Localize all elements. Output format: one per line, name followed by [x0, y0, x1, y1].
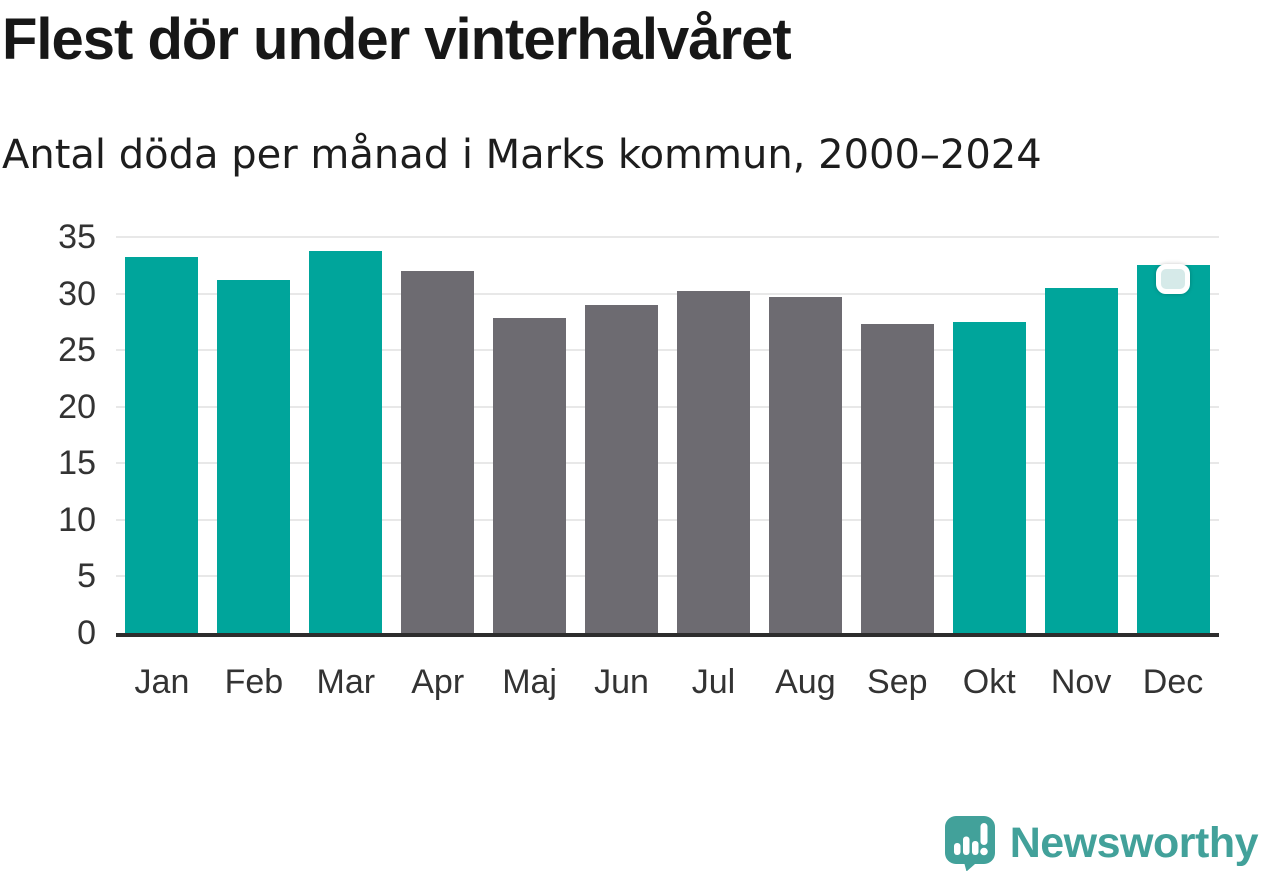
- chart-title: Flest dör under vinterhalvåret: [2, 7, 792, 72]
- plot-area: [116, 237, 1219, 637]
- bar-apr[interactable]: [401, 270, 475, 633]
- bar-okt[interactable]: [952, 321, 1026, 633]
- bar-maj[interactable]: [493, 318, 567, 633]
- newsworthy-logo-text: Newsworthy: [1009, 818, 1259, 867]
- gridline-5: [116, 575, 1219, 578]
- x-tick-label-jun: Jun: [594, 663, 649, 701]
- bar-jan[interactable]: [125, 257, 199, 633]
- bar-jul[interactable]: [676, 291, 750, 633]
- bar-selection-handle[interactable]: [1156, 264, 1191, 295]
- x-tick-label-sep: Sep: [867, 663, 928, 701]
- y-tick-label-35: 35: [58, 218, 96, 256]
- gridline-25: [116, 349, 1219, 352]
- bar-sep[interactable]: [860, 324, 934, 633]
- x-tick-label-okt: Okt: [962, 663, 1016, 701]
- bar-nov[interactable]: [1044, 287, 1118, 633]
- bar-mar[interactable]: [309, 250, 383, 633]
- newsworthy-logo-icon: [944, 816, 995, 871]
- gridline-20: [116, 405, 1219, 408]
- x-axis-line: [116, 633, 1219, 637]
- y-tick-label-10: 10: [58, 500, 96, 539]
- gridline-30: [116, 292, 1219, 295]
- x-tick-label-feb: Feb: [224, 663, 284, 701]
- gridline-15: [116, 462, 1219, 465]
- x-tick-label-dec: Dec: [1142, 663, 1204, 701]
- y-tick-label-5: 5: [77, 557, 96, 596]
- newsworthy-logo: Newsworthy: [944, 815, 1259, 871]
- y-tick-label-30: 30: [58, 274, 96, 313]
- y-tick-label-0: 0: [77, 614, 96, 652]
- gridline-10: [116, 518, 1219, 521]
- gridline-35: [116, 236, 1219, 238]
- x-tick-label-mar: Mar: [316, 663, 376, 701]
- x-tick-label-jan: Jan: [134, 663, 190, 701]
- x-tick-label-maj: Maj: [502, 663, 557, 701]
- y-tick-label-20: 20: [58, 387, 96, 426]
- y-tick-label-15: 15: [58, 444, 96, 483]
- x-tick-label-apr: Apr: [411, 663, 465, 701]
- bar-jun[interactable]: [585, 304, 659, 633]
- y-tick-label-25: 25: [58, 331, 96, 370]
- x-tick-label-nov: Nov: [1050, 663, 1112, 701]
- bar-dec[interactable]: [1136, 264, 1210, 633]
- x-tick-label-aug: Aug: [775, 663, 836, 701]
- bar-feb[interactable]: [217, 280, 291, 633]
- bar-aug[interactable]: [768, 296, 842, 633]
- chart-subtitle: Antal döda per månad i Marks kommun, 200…: [2, 132, 1042, 178]
- x-tick-label-jul: Jul: [691, 663, 736, 701]
